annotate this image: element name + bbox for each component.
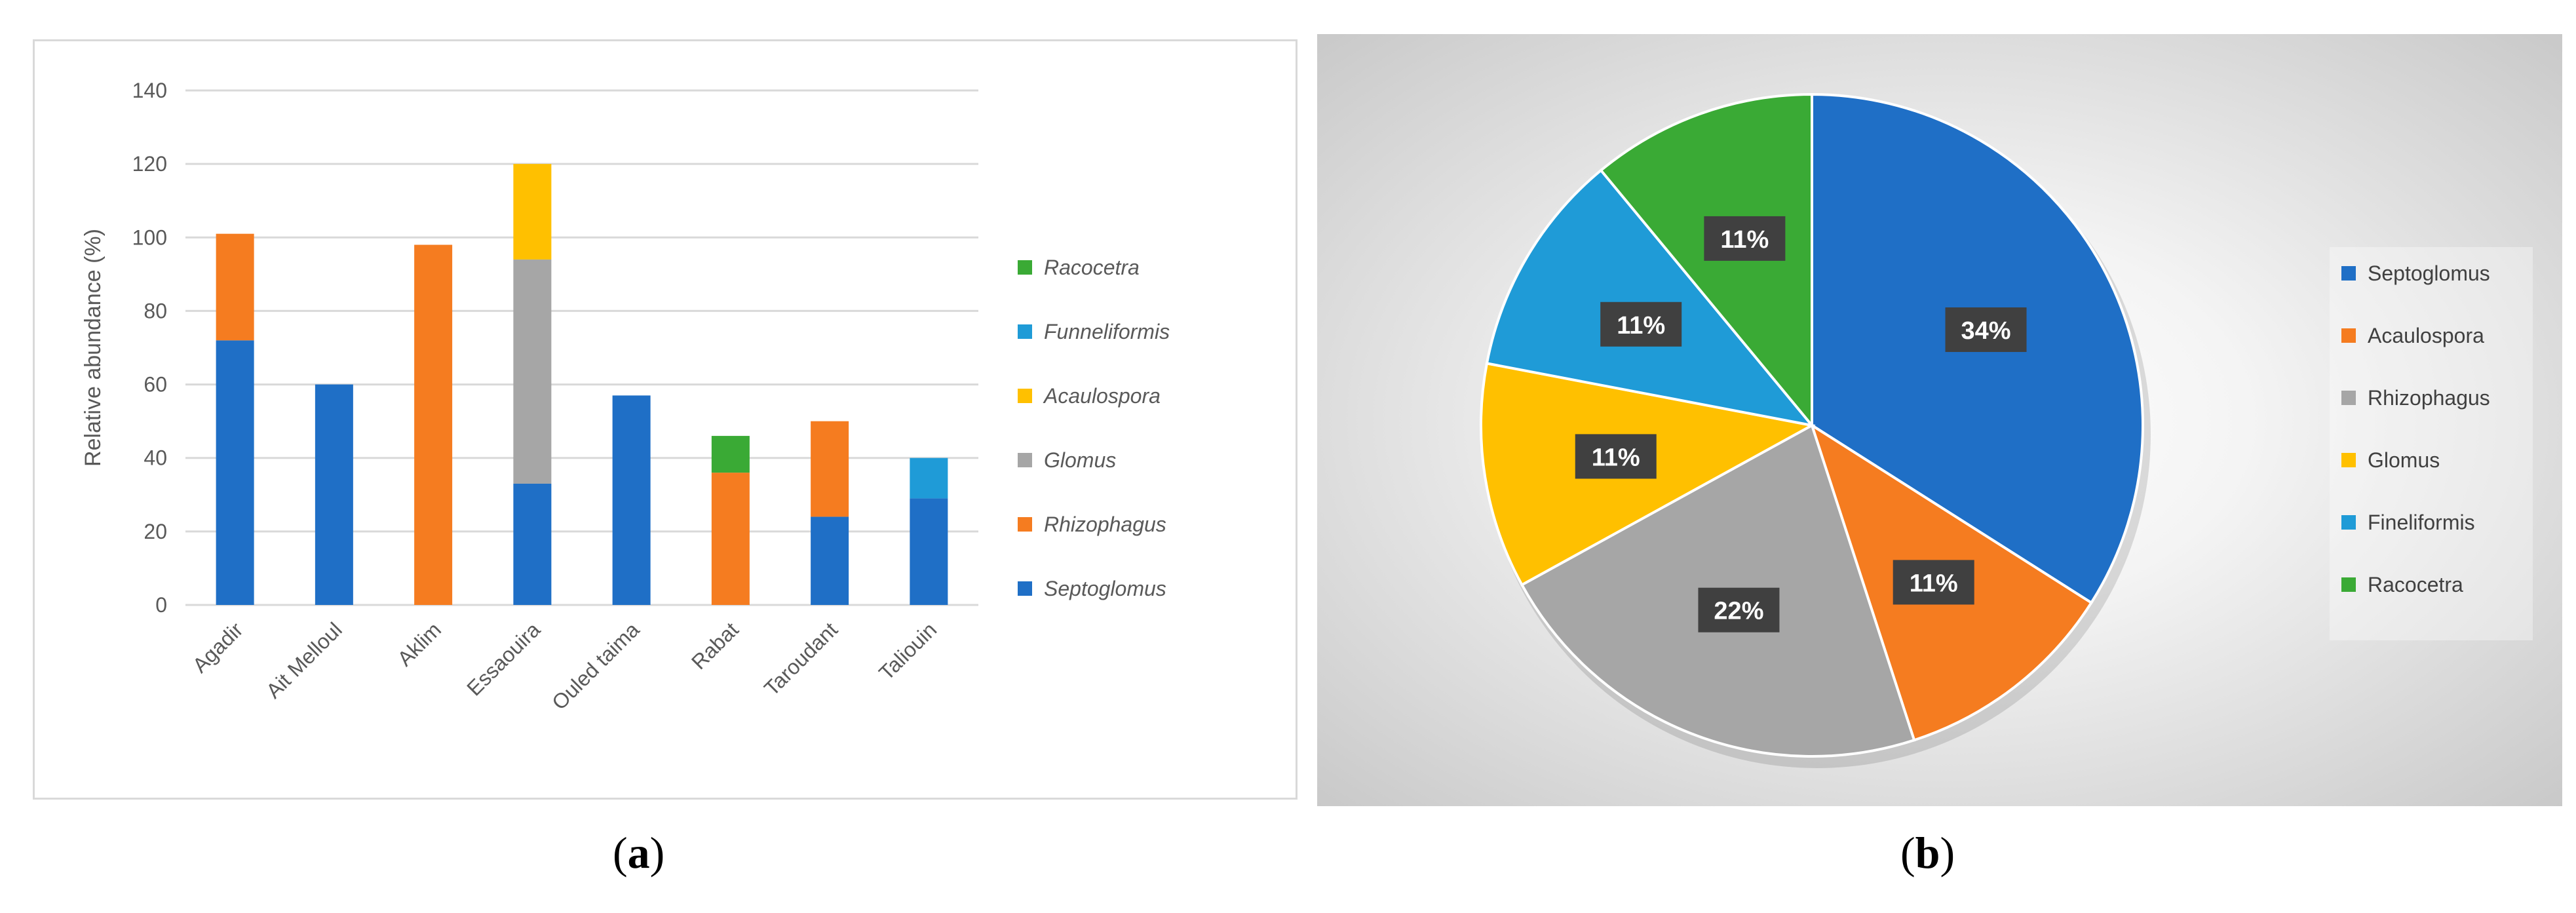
legend-label: Racocetra [1044,256,1140,279]
bar-segment-septoglomus [315,384,353,605]
legend-swatch [1018,389,1032,403]
y-tick-label: 0 [155,593,167,617]
y-tick-label: 80 [144,299,167,322]
x-tick-label: Taroudant [759,617,842,700]
bar-segment-rhizophagus [711,473,750,605]
bar-segment-acaulospora [513,164,552,260]
bar-segment-rhizophagus [811,421,849,517]
x-tick-label: Ouled taima [547,617,644,714]
legend-swatch [1018,453,1032,467]
y-tick-label: 20 [144,520,167,543]
data-label: 34% [1961,317,2010,345]
data-label-box [1600,301,1682,347]
data-label-box [1575,434,1657,479]
bar-segment-glomus [513,259,552,484]
legend-label: Glomus [2368,448,2440,472]
bar-segment-funneliformis [910,457,948,499]
legend-label: Funneliformis [1044,320,1170,343]
y-tick-label: 60 [144,373,167,397]
legend-label: Fineliformis [2368,511,2475,534]
x-tick-label: Ait Melloul [261,617,347,703]
legend-swatch [1018,517,1032,532]
legend-label: Rhizophagus [2368,386,2490,410]
legend-label: Acaulospora [2368,324,2484,347]
data-label: 22% [1714,598,1763,625]
bar-segment-septoglomus [513,483,552,605]
legend-swatch [2341,577,2356,592]
pie-chart: 34% 11% 22% 11% 11% 11% Septoglomus Acaulospora… [1480,92,2533,768]
caption-a: (a) [613,828,665,878]
legend-swatch [2341,328,2356,343]
legend-swatch [1018,324,1032,339]
y-axis-label: Relative abundance (%) [81,229,106,467]
legend-swatch [2341,266,2356,281]
data-label: 11% [1910,570,1958,597]
legend-label: Racocetra [2368,573,2463,596]
data-label-box [1704,216,1786,261]
legend-box [2330,247,2533,640]
y-tick-label: 100 [132,225,167,249]
x-tick-label: Rabat [687,617,743,674]
data-label: 11% [1617,312,1665,340]
x-tick-label: Taliouin [874,617,941,684]
legend-label: Rhizophagus [1044,513,1166,536]
legend-label: Septoglomus [2368,262,2490,285]
pie-slice-fineliformis [1485,168,1816,428]
legend-swatch [1018,260,1032,275]
bar-segment-racocetra [711,436,750,473]
x-tick-label: Essaouira [462,617,545,700]
legend-label: Acaulospora [1043,384,1161,408]
y-tick-label: 40 [144,446,167,470]
legend-label: Septoglomus [1044,577,1166,600]
x-tick-label: Aklim [393,617,446,670]
bar-segment-rhizophagus [414,244,453,605]
data-label-box [1945,307,2027,353]
bar-chart-panel: 0 20 40 60 80 100 120 140 Relative abundance (%)… [33,39,1298,800]
bar-segment-septoglomus [612,395,651,605]
data-label-box [1698,587,1780,632]
legend-label: Glomus [1044,448,1116,472]
bar-segment-rhizophagus [216,233,254,341]
x-tick-label: Agadir [188,617,248,677]
y-tick-label: 120 [132,152,167,176]
legend-swatch [2341,453,2356,467]
bar-segment-septoglomus [216,340,254,605]
y-tick-label: 140 [132,79,167,102]
data-label: 11% [1592,444,1640,471]
data-label: 11% [1720,226,1769,254]
legend-swatch [2341,515,2356,530]
bar-segment-septoglomus [811,516,849,605]
pie-chart-panel: 34% 11% 22% 11% 11% 11% Septoglomus Acaulospora… [1317,34,2562,806]
stacked-bar-chart: 0 20 40 60 80 100 120 140 Relative abundance (%)… [81,79,1170,714]
legend-swatch [1018,581,1032,596]
data-label-box [1893,560,1974,605]
bar-segment-septoglomus [910,498,948,605]
legend-swatch [2341,391,2356,405]
caption-b: (b) [1900,828,1955,878]
